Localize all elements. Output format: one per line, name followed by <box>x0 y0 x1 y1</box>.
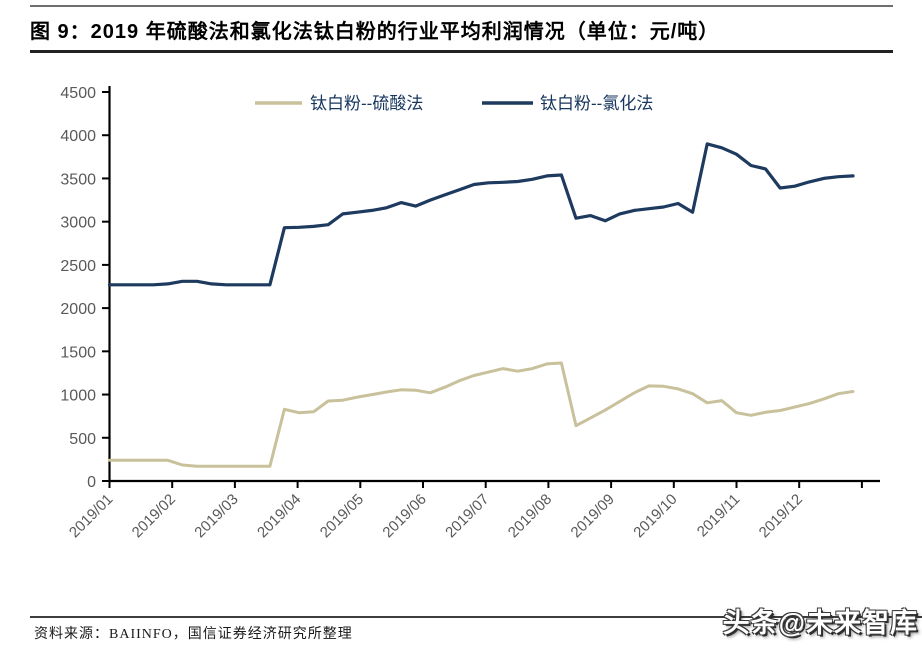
x-tick-label: 2019/11 <box>694 491 744 541</box>
legend-label-0: 钛白粉--硫酸法 <box>310 94 423 113</box>
footer-divider <box>30 616 922 618</box>
x-tick-label: 2019/04 <box>254 491 304 541</box>
data-source-note: 资料来源：BAIINFO，国信证券经济研究所整理 <box>34 627 353 642</box>
legend-label-1: 钛白粉--氯化法 <box>540 94 653 113</box>
x-tick-label: 2019/05 <box>317 491 367 541</box>
series-line-0 <box>108 361 855 468</box>
x-tick-label: 2019/07 <box>442 491 492 541</box>
y-tick-label: 500 <box>69 431 96 448</box>
y-tick-label: 0 <box>87 474 96 491</box>
x-tick-label: 2019/10 <box>630 491 680 541</box>
y-tick-label: 3000 <box>60 215 96 232</box>
x-tick-label: 2019/12 <box>756 491 806 541</box>
x-tick-label: 2019/08 <box>505 491 555 541</box>
x-tick-label: 2019/02 <box>129 491 179 541</box>
series-line-1 <box>107 142 855 287</box>
y-tick-label: 3500 <box>60 171 96 188</box>
y-tick-label: 2500 <box>60 258 96 275</box>
x-tick-label: 2019/06 <box>379 491 429 541</box>
y-tick-label: 1000 <box>60 388 96 405</box>
watermark-toutiao: 头条@未来智库 <box>722 608 918 638</box>
x-tick-label: 2019/01 <box>66 491 116 541</box>
x-tick-label: 2019/09 <box>568 491 618 541</box>
top-divider <box>30 5 893 7</box>
title-divider <box>30 50 893 53</box>
y-tick-label: 1500 <box>60 344 96 361</box>
y-tick-label: 4000 <box>60 128 96 145</box>
x-tick-label: 2019/03 <box>191 491 241 541</box>
figure-title: 图 9：2019 年硫酸法和氯化法钛白粉的行业平均利润情况（单位：元/吨） <box>30 21 720 43</box>
y-tick-label: 2000 <box>60 301 96 318</box>
y-tick-label: 4500 <box>60 85 96 102</box>
